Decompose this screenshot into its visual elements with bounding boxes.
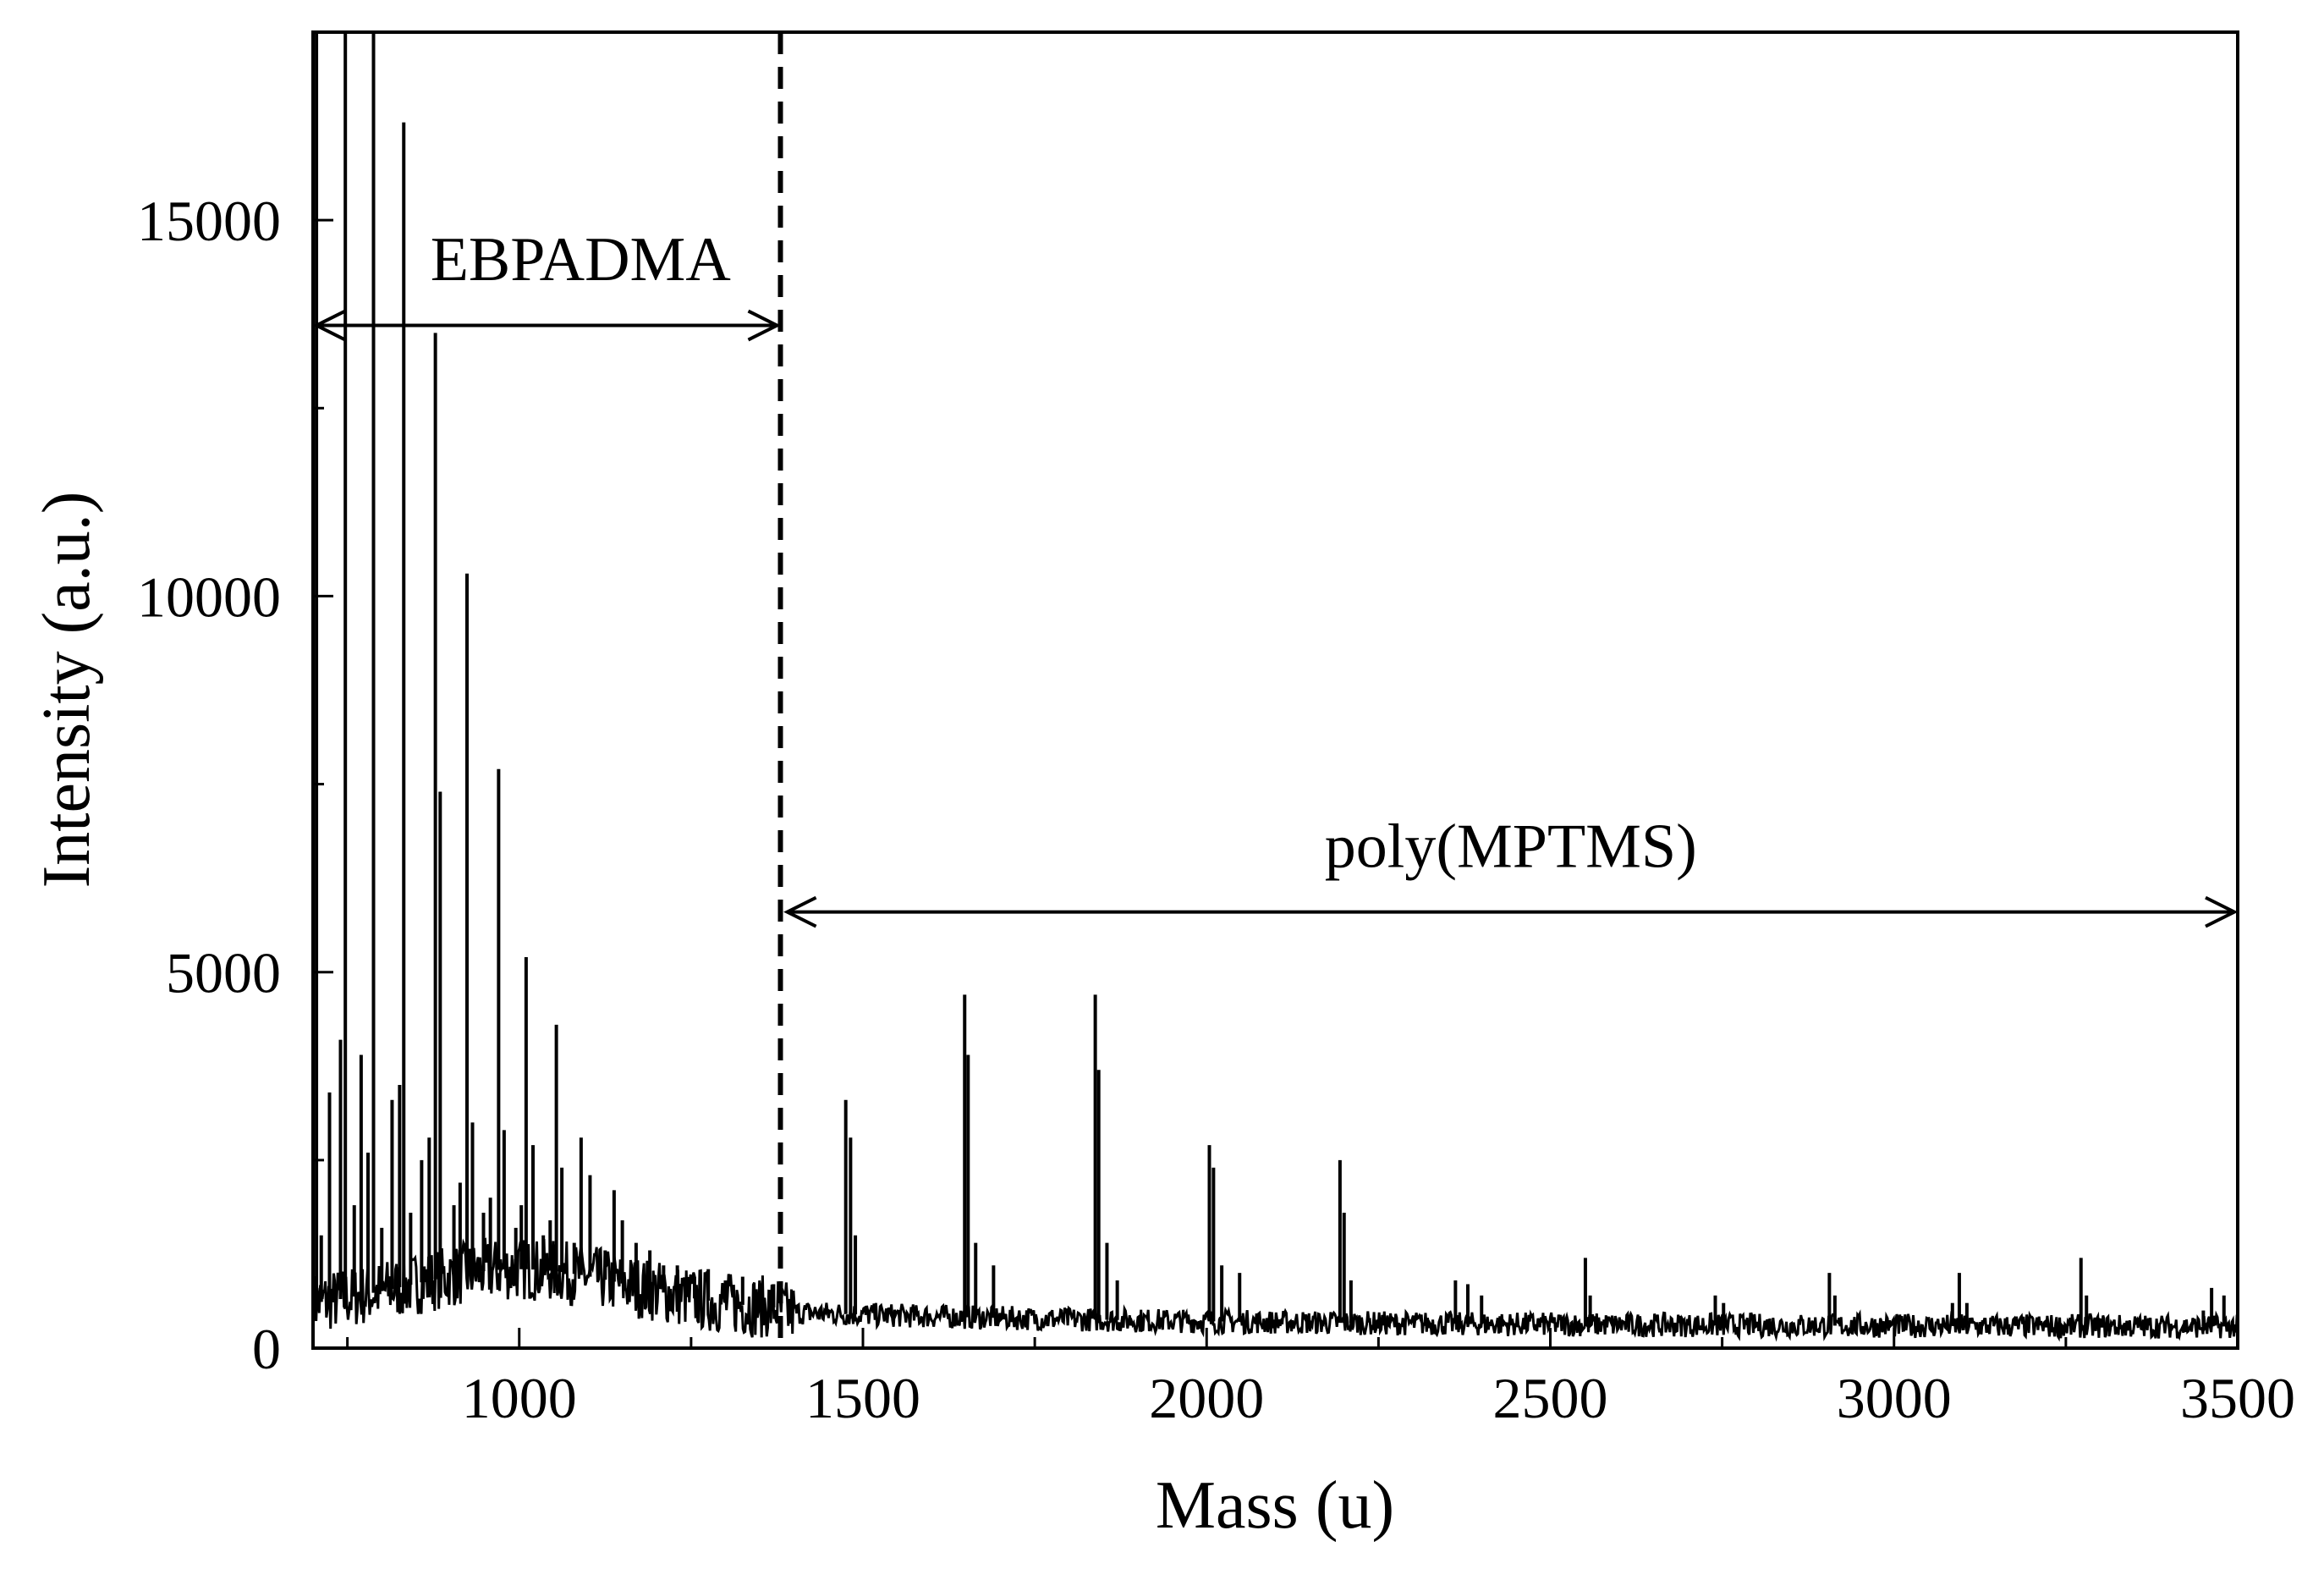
x-tick-label: 1500	[805, 1366, 920, 1430]
y-tick-label: 15000	[137, 189, 281, 253]
x-tick-label: 2000	[1149, 1366, 1264, 1430]
poly-mptms-arrow-right-head	[2205, 895, 2239, 928]
ebpadma-arrow-right-head	[747, 309, 781, 342]
y-tick-label: 5000	[166, 941, 281, 1005]
spectrum-baseline	[313, 1237, 2238, 1342]
ebpadma-label: EBPADMA	[431, 225, 731, 295]
x-tick-label: 1000	[462, 1366, 577, 1430]
x-tick-label: 3000	[1837, 1366, 1952, 1430]
x-tick-label: 3500	[2180, 1366, 2295, 1430]
x-axis-title: Mass (u)	[1156, 1468, 1394, 1543]
spectrum-layer	[313, 32, 2238, 1342]
axis-ticks: 1000 1500 2000 2500 3000 3500 0 5000 10000 15000	[137, 30, 2295, 1430]
x-tick-label: 2500	[1493, 1366, 1608, 1430]
annotations: EBPADMA poly(MPTMS)	[312, 32, 2239, 1348]
poly-mptms-label: poly(MPTMS)	[1325, 812, 1697, 881]
ebpadma-arrow-left-head	[312, 309, 346, 342]
y-axis-title: Intensity (a.u.)	[30, 492, 104, 889]
plot-frame	[311, 30, 2239, 1350]
poly-mptms-arrow-left-head	[783, 895, 817, 928]
y-tick-label: 10000	[137, 564, 281, 629]
y-tick-label: 0	[252, 1317, 281, 1381]
